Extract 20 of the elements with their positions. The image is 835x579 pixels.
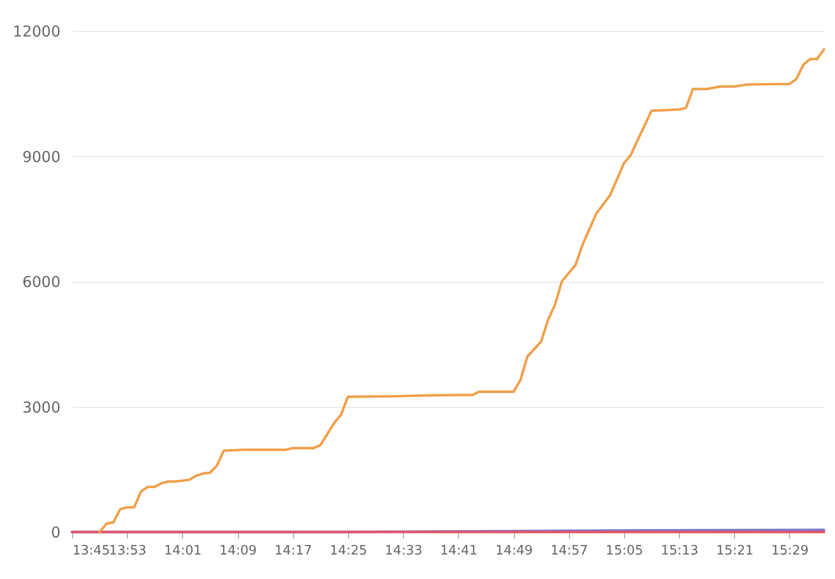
y-tick-label: 6000 (22, 273, 60, 291)
x-tick-label: 15:29 (771, 544, 809, 558)
x-tick-label: 14:33 (384, 544, 422, 558)
x-tick-label: 13:53 (108, 544, 146, 558)
x-tick-label: 15:21 (716, 544, 754, 558)
y-tick-label: 9000 (22, 148, 60, 166)
x-tick-label: 14:17 (274, 544, 312, 558)
x-tick-label: 14:25 (330, 544, 368, 558)
x-tick-label: 14:09 (219, 544, 257, 558)
x-tick-label: 13:45 (72, 544, 110, 558)
y-tick-label: 3000 (22, 398, 60, 416)
line-series (98, 48, 826, 534)
x-tick-label: 15:13 (660, 544, 698, 558)
y-tick-label: 0 (50, 524, 60, 542)
x-tick-label: 14:01 (164, 544, 202, 558)
y-tick-label: 12000 (12, 22, 60, 40)
x-tick-label: 14:49 (495, 544, 533, 558)
x-tick-label: 14:57 (550, 544, 588, 558)
x-tick-label: 14:41 (440, 544, 478, 558)
x-tick-label: 15:05 (606, 544, 644, 558)
